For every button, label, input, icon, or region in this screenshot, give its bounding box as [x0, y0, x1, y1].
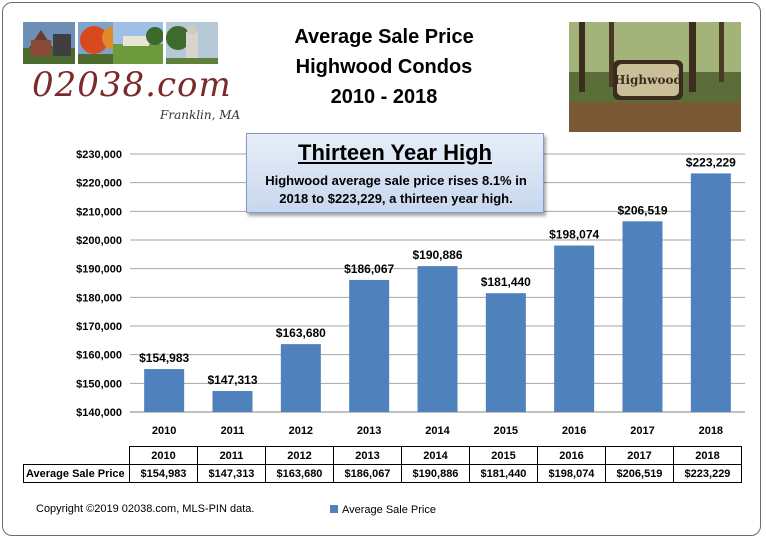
- table-value-cell: $154,983: [129, 464, 198, 483]
- table-value-row: Average Sale Price $154,983 $147,313 $163,…: [23, 464, 742, 483]
- table-year-cell: 2018: [673, 446, 742, 465]
- x-tick-label: 2013: [357, 425, 381, 437]
- logo-subtitle: Franklin, MA: [160, 108, 241, 122]
- x-tick-label: 2014: [425, 425, 450, 437]
- data-label: $206,519: [617, 203, 667, 217]
- data-label: $147,313: [207, 373, 257, 387]
- callout-box: Thirteen Year High Highwood average sale…: [246, 133, 544, 213]
- table-value-cell: $186,067: [333, 464, 402, 483]
- x-tick-label: 2011: [221, 425, 245, 437]
- y-tick-label: $170,000: [76, 321, 122, 333]
- table-year-cell: 2014: [401, 446, 470, 465]
- bar-2016: [554, 245, 595, 412]
- bar-2012: [280, 344, 321, 412]
- table-year-cell: 2013: [333, 446, 402, 465]
- y-tick-label: $230,000: [76, 149, 122, 161]
- table-value-cell: $163,680: [265, 464, 334, 483]
- x-tick-label: 2012: [289, 425, 313, 437]
- table-value-cell: $223,229: [673, 464, 742, 483]
- bar-2011: [212, 391, 253, 412]
- data-label: $154,983: [139, 351, 189, 365]
- table-value-cell: $190,886: [401, 464, 470, 483]
- x-tick-label: 2017: [630, 425, 654, 437]
- y-tick-label: $200,000: [76, 235, 122, 247]
- x-tick-label: 2018: [699, 425, 723, 437]
- x-tick-label: 2015: [494, 425, 518, 437]
- bar-2018: [690, 173, 731, 412]
- bars: [144, 173, 731, 412]
- table-year-cell: 2016: [537, 446, 606, 465]
- table-value-cell: $181,440: [469, 464, 538, 483]
- callout-body: Highwood average sale price rises 8.1% i…: [265, 173, 527, 206]
- y-tick-label: $160,000: [76, 350, 122, 362]
- table-year-cell: 2012: [265, 446, 334, 465]
- title-line: Average Sale Price: [294, 26, 474, 48]
- y-tick-label: $150,000: [76, 378, 122, 390]
- data-label: $198,074: [549, 228, 599, 242]
- table-year-cell: 2010: [129, 446, 198, 465]
- title-line: 2010 - 2018: [330, 86, 438, 108]
- bar-2017: [622, 221, 663, 412]
- y-tick-label: $190,000: [76, 264, 122, 276]
- table-value-cell: $198,074: [537, 464, 606, 483]
- table-row-header: Average Sale Price: [23, 464, 130, 483]
- table-year-row: 2010 2011 2012 2013 2014 2015 2016 2017 2018: [24, 446, 742, 465]
- y-tick-label: $220,000: [76, 178, 122, 190]
- x-tick-label: 2010: [152, 425, 176, 437]
- bar-2015: [485, 293, 526, 412]
- data-label: $163,680: [276, 326, 326, 340]
- table-corner: [24, 447, 130, 465]
- park-photo: [113, 22, 163, 64]
- table-value-cell: $147,313: [197, 464, 266, 483]
- legend-swatch: [330, 505, 338, 513]
- table-year-cell: 2015: [469, 446, 538, 465]
- highwood-sign-photo: Highwood: [569, 22, 741, 132]
- sign-text: Highwood: [614, 73, 682, 87]
- y-tick-label: $140,000: [76, 407, 122, 419]
- title-line: Highwood Condos: [295, 56, 473, 78]
- y-tick-label: $180,000: [76, 292, 122, 304]
- y-tick-label: $210,000: [76, 206, 122, 218]
- chart-title: Average Sale Price Highwood Condos 2010 …: [250, 22, 518, 112]
- legend-label: Average Sale Price: [342, 504, 436, 516]
- y-axis-ticks: $140,000 $150,000 $160,000 $170,000 $180,000…: [76, 149, 122, 419]
- copyright-note: Copyright ©2019 02038.com, MLS-PIN data.: [36, 503, 255, 515]
- bar-2014: [417, 266, 458, 412]
- x-axis-ticks: 2010 2011 2012 2013 2014 2015 2016 2017 2018: [152, 425, 723, 437]
- legend: Average Sale Price: [330, 504, 436, 516]
- logo-text: 02038.com: [32, 65, 232, 105]
- callout-title: Thirteen Year High: [298, 140, 492, 165]
- table-year-cell: 2011: [197, 446, 266, 465]
- data-label: $223,229: [686, 155, 736, 169]
- bar-2013: [349, 279, 390, 412]
- data-label: $190,886: [412, 248, 462, 262]
- table-value-cell: $206,519: [605, 464, 674, 483]
- x-tick-label: 2016: [562, 425, 586, 437]
- house-photo: [23, 22, 75, 64]
- table-year-cell: 2017: [605, 446, 674, 465]
- data-label: $181,440: [481, 275, 531, 289]
- bar-2010: [144, 369, 185, 412]
- data-table: 2010 2011 2012 2013 2014 2015 2016 2017 2018 Ave…: [23, 446, 742, 483]
- data-label: $186,067: [344, 262, 394, 276]
- monument-photo: [166, 22, 218, 64]
- data-labels: $154,983 $147,313 $163,680 $186,067 $190,886…: [139, 155, 736, 387]
